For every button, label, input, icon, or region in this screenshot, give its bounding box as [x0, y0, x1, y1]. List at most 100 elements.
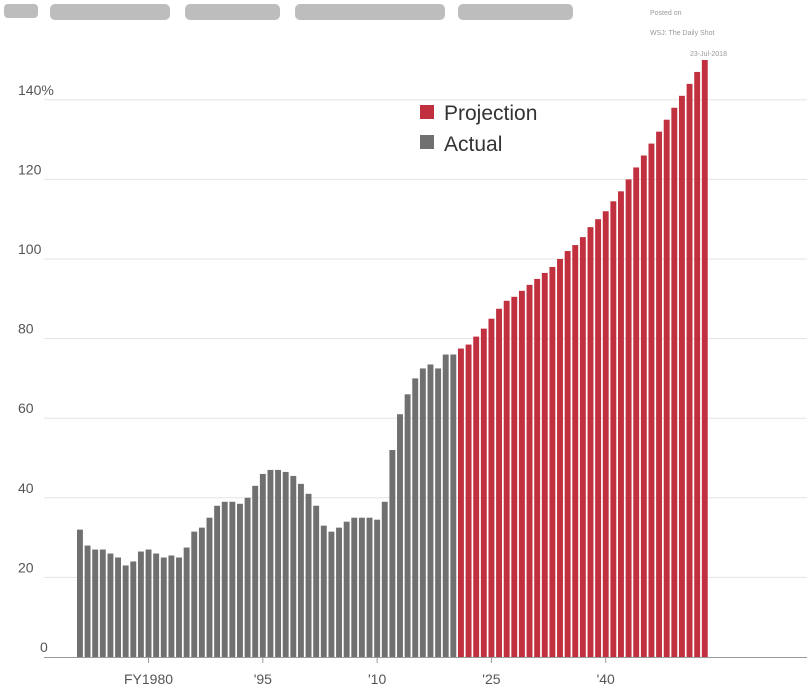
- actual-bar: [313, 505, 320, 657]
- title-fragment: [4, 4, 573, 20]
- y-tick-label: 140%: [18, 82, 54, 98]
- bars: [77, 60, 708, 658]
- actual-bar: [397, 414, 403, 657]
- actual-bar: [99, 549, 106, 657]
- actual-bar: [77, 529, 83, 657]
- actual-bar: [297, 483, 304, 657]
- y-tick-label: 40: [18, 480, 34, 496]
- actual-bar: [229, 501, 236, 657]
- x-tick-label: '10: [368, 671, 386, 687]
- actual-bar: [122, 565, 129, 657]
- actual-bar: [381, 501, 388, 657]
- actual-bar: [442, 354, 449, 657]
- actual-bar: [168, 555, 175, 657]
- y-tick-label: 0: [40, 639, 48, 655]
- y-tick-label: 100: [18, 241, 42, 257]
- actual-bar: [92, 549, 99, 657]
- actual-bar: [275, 469, 282, 657]
- x-axis-labels: FY1980 '95 '10 '25 '40: [124, 671, 615, 687]
- projection-bar: [572, 245, 579, 657]
- actual-bar: [183, 547, 190, 657]
- actual-bar: [419, 368, 426, 657]
- y-tick-label: 80: [18, 321, 34, 337]
- projection-bar: [678, 95, 685, 657]
- projection-bar: [663, 119, 670, 657]
- y-tick-label: 60: [18, 400, 34, 416]
- projection-bar: [640, 155, 647, 657]
- actual-bar: [252, 485, 259, 657]
- projection-bar: [602, 211, 609, 658]
- actual-bar: [351, 517, 358, 657]
- actual-bar: [320, 525, 327, 657]
- credit-line-2: WSJ: The Daily Shot: [650, 30, 715, 37]
- projection-bar: [473, 336, 480, 657]
- projection-bar: [610, 201, 617, 658]
- actual-bar: [198, 527, 205, 657]
- actual-bar: [176, 557, 182, 657]
- x-tick-label: '25: [482, 671, 500, 687]
- credit-note: Posted on WSJ: The Daily Shot 23-Jul-201…: [650, 10, 727, 58]
- y-axis-labels: 0 20 40 60 80 100 120 140%: [18, 82, 54, 655]
- actual-bar: [137, 551, 144, 657]
- actual-bar: [450, 354, 457, 657]
- actual-bar: [214, 505, 221, 657]
- legend-swatch-actual: [420, 135, 434, 149]
- projection-bar: [496, 308, 502, 657]
- actual-bar: [435, 368, 442, 657]
- actual-bar: [412, 378, 419, 657]
- actual-bar: [107, 553, 114, 657]
- projection-bar: [595, 219, 602, 657]
- projection-bar: [564, 251, 571, 658]
- projection-bar: [557, 259, 563, 657]
- projection-bar: [549, 266, 556, 657]
- projection-bar: [465, 344, 472, 657]
- actual-bar: [366, 517, 373, 657]
- x-tick-label: FY1980: [124, 671, 173, 687]
- actual-bar: [160, 557, 167, 657]
- actual-bar: [389, 450, 396, 657]
- x-tick-label: '95: [254, 671, 272, 687]
- projection-bar: [618, 191, 624, 657]
- projection-bar: [518, 290, 525, 657]
- actual-bar: [358, 517, 365, 657]
- legend-swatch-projection: [420, 105, 434, 119]
- actual-bar: [221, 501, 228, 657]
- actual-bar: [343, 521, 350, 657]
- actual-bar: [290, 475, 297, 657]
- projection-bar: [686, 83, 693, 657]
- projection-bar: [488, 318, 495, 657]
- actual-bar: [259, 473, 266, 657]
- projection-bar: [526, 284, 533, 657]
- actual-bar: [374, 519, 381, 657]
- actual-bar: [267, 469, 274, 657]
- actual-bar: [305, 493, 312, 657]
- x-tick-label: '40: [597, 671, 615, 687]
- actual-bar: [191, 531, 198, 657]
- actual-bar: [130, 561, 137, 657]
- actual-bar: [206, 517, 213, 657]
- actual-bar: [336, 527, 342, 657]
- actual-bar: [115, 557, 121, 657]
- projection-bar: [480, 328, 487, 657]
- projection-bar: [648, 143, 655, 657]
- actual-bar: [84, 545, 91, 657]
- actual-bar: [237, 503, 243, 657]
- actual-bar: [282, 471, 289, 657]
- projection-bar: [694, 71, 701, 657]
- projection-bar: [633, 167, 640, 657]
- actual-bar: [153, 553, 160, 657]
- legend-label-actual: Actual: [444, 133, 502, 156]
- projection-bar: [503, 300, 510, 657]
- projection-bar: [656, 131, 663, 657]
- projection-bar: [701, 60, 708, 657]
- projection-bar: [458, 348, 464, 657]
- projection-bar: [587, 227, 594, 657]
- projection-bar: [625, 179, 632, 657]
- actual-bar: [427, 364, 434, 657]
- credit-line-1: Posted on: [650, 10, 682, 17]
- projection-bar: [511, 296, 518, 657]
- legend-label-projection: Projection: [444, 102, 537, 125]
- y-tick-label: 20: [18, 559, 34, 575]
- actual-bar: [328, 531, 335, 657]
